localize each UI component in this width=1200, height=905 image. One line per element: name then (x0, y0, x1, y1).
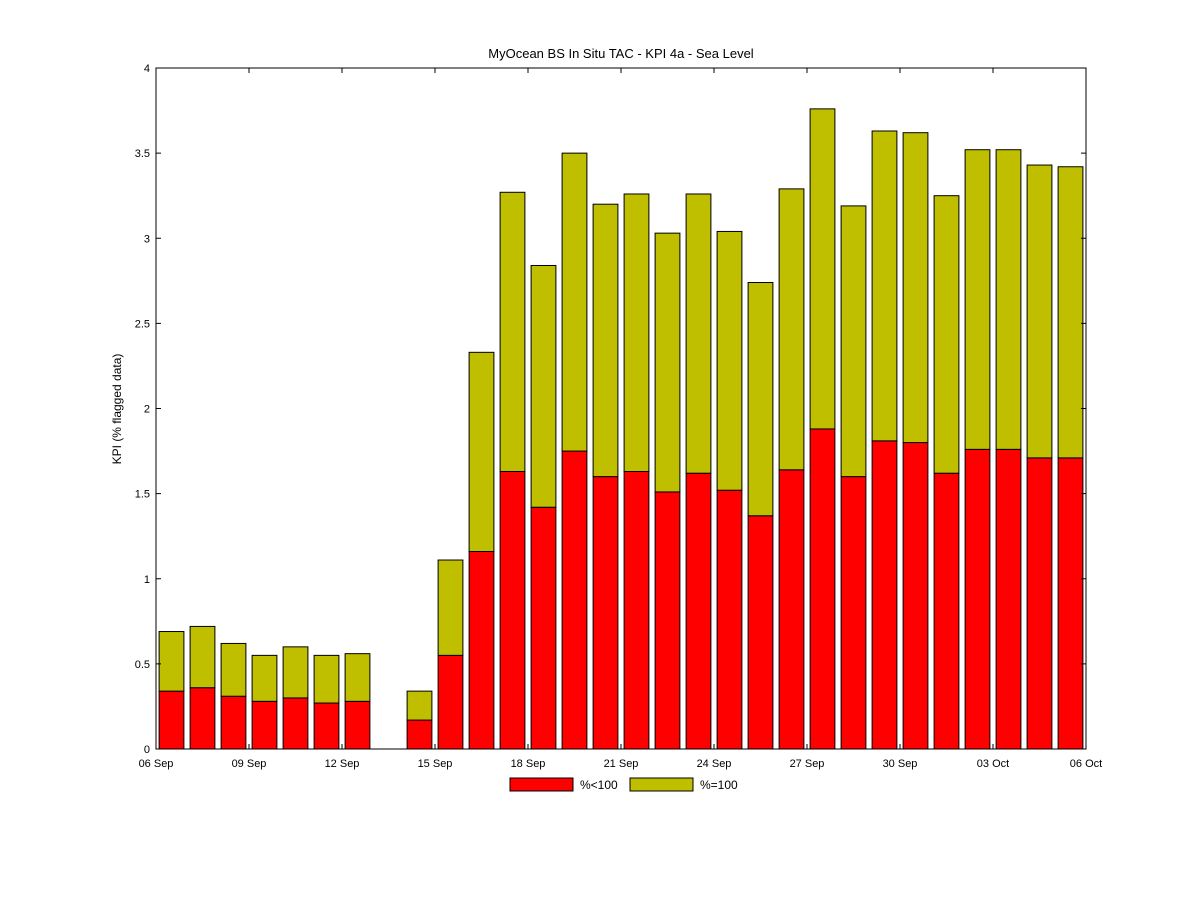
bar-under-100 (1057, 457, 1084, 750)
bar-equal-100 (1026, 164, 1053, 459)
bar-under-100 (623, 470, 650, 750)
legend-label-under-100: %<100 (580, 778, 618, 792)
bar-equal-100 (282, 646, 309, 699)
bar-equal-100 (685, 193, 712, 474)
bar-under-100 (995, 448, 1022, 750)
bar-under-100 (344, 700, 371, 750)
bar-under-100 (282, 697, 309, 750)
y-tick-label: 1 (144, 574, 150, 586)
bar-under-100 (964, 448, 991, 750)
bar-equal-100 (530, 264, 557, 508)
x-tick-label: 27 Sep (790, 758, 825, 770)
bar-under-100 (778, 469, 805, 750)
x-tick-label: 06 Sep (139, 758, 174, 770)
x-tick-label: 09 Sep (232, 758, 267, 770)
bar-equal-100 (747, 282, 774, 517)
bar-equal-100 (871, 130, 898, 442)
bars-layer (158, 108, 1084, 750)
bar-equal-100 (468, 351, 495, 553)
bar-under-100 (251, 700, 278, 750)
y-tick-label: 0.5 (135, 659, 150, 671)
bar-under-100 (189, 687, 216, 750)
legend: %<100 %=100 (507, 774, 744, 795)
bar-equal-100 (716, 230, 743, 491)
bar-under-100 (933, 472, 960, 750)
y-axis-label: KPI (% flagged data) (110, 354, 124, 465)
legend-swatch-under-100 (509, 777, 574, 792)
x-tick-label: 21 Sep (604, 758, 639, 770)
ticks-layer: 0 0.5 1 1.5 2 2.5 3 3.5 4 06 Sep 09 Sep 12 Sep 15 Se… (135, 63, 1103, 770)
bar-under-100 (530, 506, 557, 750)
x-tick-label: 15 Sep (418, 758, 453, 770)
bar-under-100 (220, 695, 247, 750)
bar-equal-100 (313, 654, 340, 704)
bar-equal-100 (1057, 166, 1084, 459)
bar-under-100 (840, 476, 867, 750)
bar-equal-100 (933, 195, 960, 474)
y-tick-label: 1.5 (135, 489, 150, 501)
bar-equal-100 (561, 152, 588, 452)
bar-under-100 (437, 654, 464, 750)
bar-equal-100 (189, 625, 216, 689)
bar-equal-100 (654, 232, 681, 493)
y-tick-label: 0 (144, 744, 150, 756)
bar-under-100 (406, 719, 433, 750)
bar-under-100 (685, 472, 712, 750)
x-tick-label: 18 Sep (511, 758, 546, 770)
bar-under-100 (716, 489, 743, 750)
y-tick-label: 2 (144, 404, 150, 416)
bar-under-100 (1026, 457, 1053, 750)
bar-under-100 (871, 440, 898, 750)
bar-equal-100 (902, 132, 929, 444)
bar-under-100 (747, 515, 774, 750)
legend-label-equal-100: %=100 (700, 778, 738, 792)
bar-equal-100 (158, 631, 185, 692)
bar-under-100 (158, 690, 185, 750)
y-tick-label: 2.5 (135, 318, 150, 330)
bar-equal-100 (778, 188, 805, 471)
bar-equal-100 (840, 205, 867, 478)
x-tick-label: 24 Sep (697, 758, 732, 770)
bar-equal-100 (995, 149, 1022, 450)
x-tick-label: 30 Sep (883, 758, 918, 770)
x-tick-label: 03 Oct (977, 758, 1009, 770)
bar-equal-100 (499, 191, 526, 472)
bar-under-100 (654, 491, 681, 750)
y-tick-label: 4 (144, 63, 150, 75)
bar-under-100 (468, 551, 495, 750)
chart-title: MyOcean BS In Situ TAC - KPI 4a - Sea Le… (488, 46, 754, 61)
legend-swatch-equal-100 (629, 777, 694, 792)
bar-equal-100 (406, 690, 433, 721)
bar-under-100 (592, 476, 619, 750)
bar-equal-100 (592, 203, 619, 478)
bar-equal-100 (220, 642, 247, 697)
bar-under-100 (902, 442, 929, 750)
y-tick-label: 3.5 (135, 148, 150, 160)
bar-under-100 (561, 450, 588, 750)
bar-under-100 (313, 702, 340, 750)
bar-equal-100 (251, 654, 278, 702)
bar-under-100 (809, 428, 836, 750)
bar-equal-100 (344, 653, 371, 702)
bar-equal-100 (437, 559, 464, 656)
x-tick-label: 12 Sep (325, 758, 360, 770)
bar-under-100 (499, 470, 526, 750)
bar-equal-100 (964, 149, 991, 450)
x-tick-label: 06 Oct (1070, 758, 1102, 770)
bar-equal-100 (809, 108, 836, 430)
bar-equal-100 (623, 193, 650, 473)
y-tick-label: 3 (144, 233, 150, 245)
